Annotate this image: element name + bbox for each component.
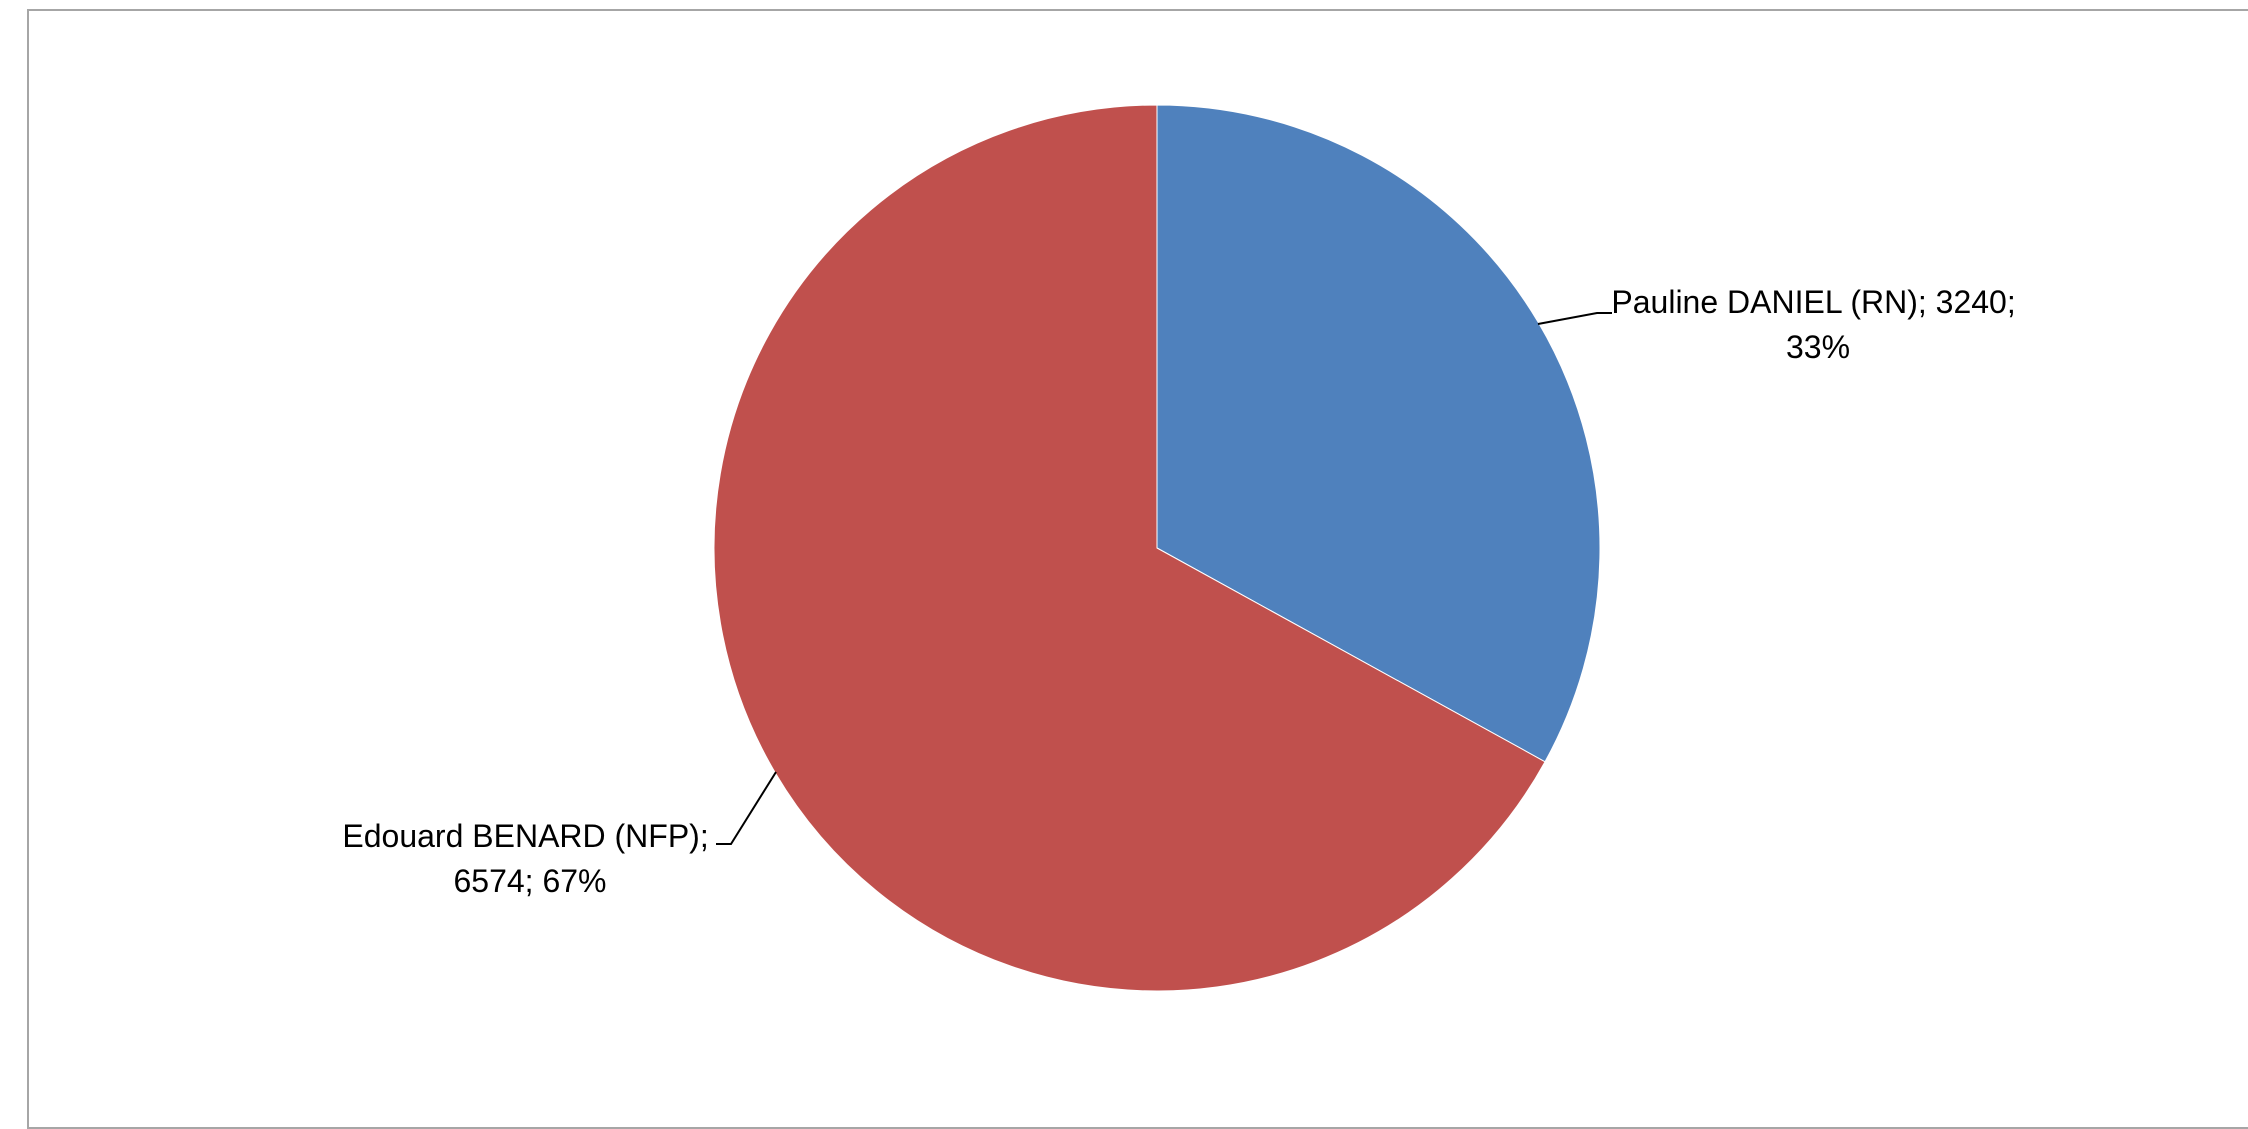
leader-line-edouard-benard: [716, 771, 777, 845]
leader-line-pauline-daniel: [1537, 312, 1612, 325]
data-label-pauline-daniel: Pauline DANIEL (RN); 3240; 33%: [1611, 284, 2024, 365]
data-label-edouard-benard: Edouard BENARD (NFP); 6574; 67%: [342, 818, 717, 899]
data-label-edouard-benard-line1: Edouard BENARD (NFP);: [342, 818, 708, 854]
data-label-edouard-benard-line2: 6574; 67%: [453, 863, 606, 899]
data-label-pauline-daniel-line1: Pauline DANIEL (RN); 3240;: [1611, 284, 2015, 320]
data-label-pauline-daniel-line2: 33%: [1786, 329, 1850, 365]
pie-slice-pauline-daniel: [1156, 104, 1601, 763]
pie-chart: Pauline DANIEL (RN); 3240; 33% Edouard B…: [342, 104, 2024, 992]
pie-slices: [713, 104, 1601, 992]
